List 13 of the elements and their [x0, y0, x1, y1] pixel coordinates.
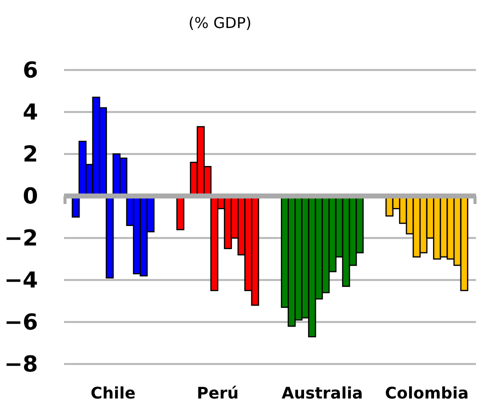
y-tick-label: −6	[4, 310, 38, 336]
chart-title: (% GDP)	[188, 14, 252, 32]
x-tick-label: Perú	[196, 384, 239, 403]
y-tick-label: 0	[22, 184, 38, 210]
x-tick-label: Australia	[282, 384, 363, 403]
y-tick-label: 6	[22, 58, 38, 84]
x-tick-label: Chile	[90, 384, 136, 403]
y-tick-label: 2	[22, 142, 38, 168]
y-tick-label: 4	[22, 100, 38, 126]
x-tick-label: Colombia	[385, 384, 469, 403]
y-tick-label: −4	[4, 268, 38, 294]
y-tick-label: −2	[4, 226, 38, 252]
y-tick-label: −8	[4, 352, 38, 378]
